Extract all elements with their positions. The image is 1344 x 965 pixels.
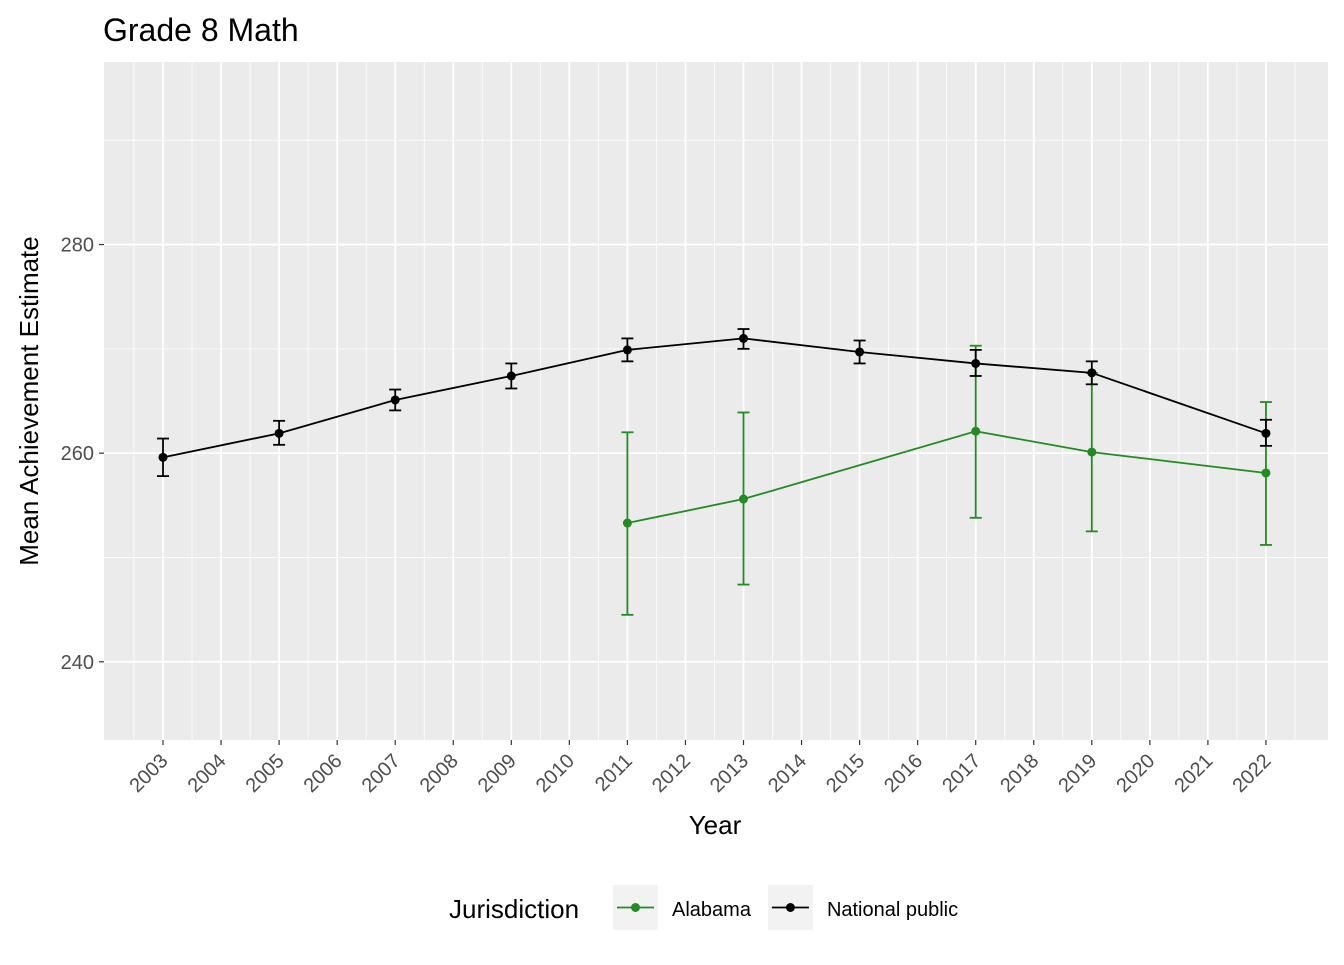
data-point — [390, 395, 400, 405]
series-national-public — [157, 328, 1272, 478]
legend-label: National public — [827, 899, 958, 921]
legend-key-alabama: Alabama — [613, 885, 752, 930]
data-point — [622, 345, 632, 355]
data-point — [971, 358, 981, 368]
legend-key-point — [631, 903, 640, 912]
data-point — [1261, 428, 1271, 438]
legend-key-point — [785, 903, 795, 912]
x-tick-label: 2021 — [1170, 750, 1217, 797]
y-tick-label: 280 — [61, 235, 94, 257]
x-tick-label: 2020 — [1112, 750, 1159, 797]
x-tick-label: 2018 — [996, 750, 1043, 797]
data-point — [1087, 368, 1097, 378]
x-axis-title: Year — [689, 810, 742, 840]
data-point — [622, 518, 632, 528]
series-line — [162, 337, 1267, 459]
legend-title: Jurisdiction — [449, 894, 579, 924]
plot-panel — [104, 62, 1328, 740]
y-tick-label: 260 — [61, 443, 94, 465]
data-point — [855, 347, 865, 357]
x-tick-label: 2017 — [938, 750, 985, 797]
x-tick-label: 2012 — [648, 750, 695, 797]
y-axis-title: Mean Achievement Estimate — [14, 236, 44, 566]
data-point — [1087, 447, 1097, 457]
data-point — [274, 428, 284, 438]
chart-title: Grade 8 Math — [103, 12, 299, 48]
legend-keys: Alabama National public — [613, 885, 958, 930]
x-tick-label: 2016 — [880, 750, 927, 797]
legend-label: Alabama — [672, 899, 752, 921]
data-point — [158, 452, 168, 462]
x-tick-label: 2005 — [242, 750, 289, 797]
x-tick-label: 2004 — [184, 750, 231, 797]
legend-key-national-public: National public — [767, 885, 958, 930]
x-tick-label: 2009 — [474, 750, 521, 797]
data-point — [739, 494, 748, 504]
x-tick-label: 2013 — [706, 750, 753, 797]
x-tick-label: 2014 — [764, 750, 811, 797]
x-tick-label: 2003 — [126, 750, 173, 797]
y-tick-label: 240 — [61, 652, 94, 674]
x-tick-label: 2010 — [532, 750, 579, 797]
series-layer — [157, 328, 1272, 616]
x-tick-label: 2011 — [591, 750, 637, 796]
x-tick-label: 2008 — [416, 750, 463, 797]
data-point — [971, 426, 981, 436]
x-tick-label: 2015 — [822, 750, 869, 797]
data-point — [506, 371, 516, 381]
legend: Jurisdiction Alabama National public — [449, 885, 958, 930]
data-point — [1261, 468, 1271, 478]
grid-lines — [104, 62, 1328, 740]
x-tick-label: 2022 — [1228, 750, 1275, 797]
x-tick-label: 2006 — [300, 750, 347, 797]
x-tick-label: 2019 — [1054, 750, 1101, 797]
x-tick-label: 2007 — [358, 750, 405, 797]
data-point — [739, 333, 748, 343]
